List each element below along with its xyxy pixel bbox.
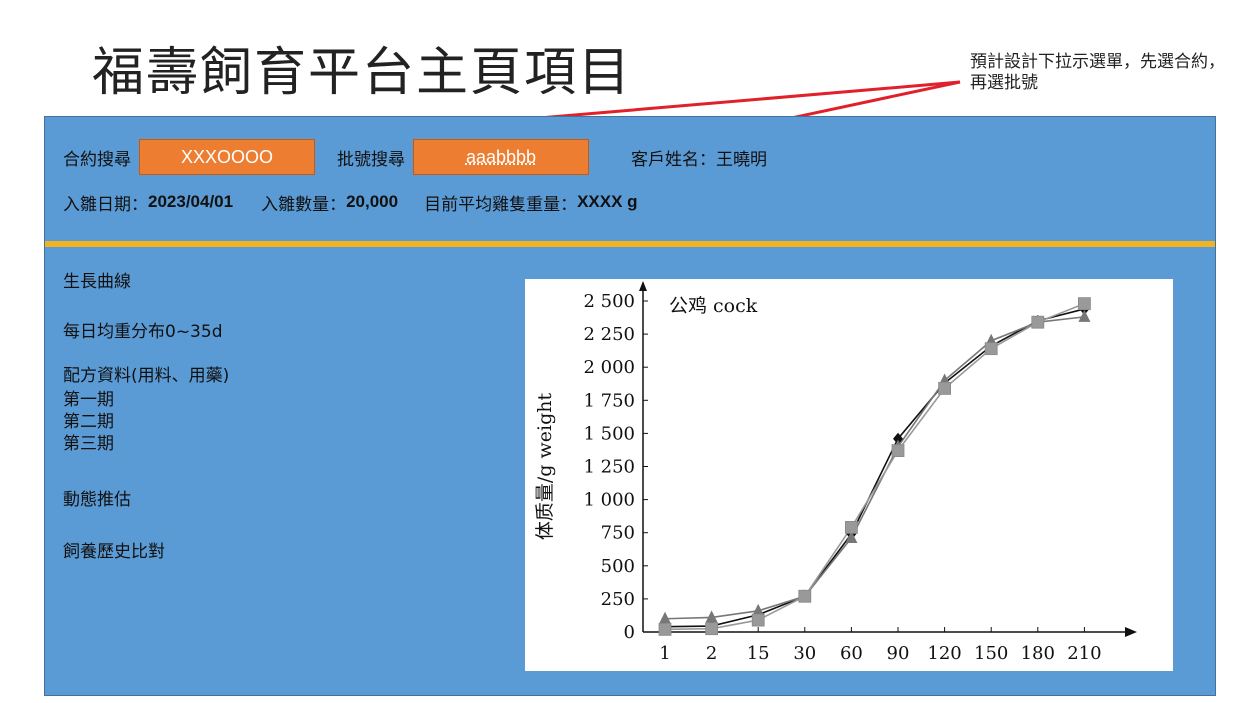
y-tick-label: 1 000 [583, 490, 635, 511]
menu-daily-weight[interactable]: 每日均重分布0~35d [63, 322, 223, 342]
menu-formula[interactable]: 配方資料(用料、用藥) [63, 366, 230, 386]
entry-count-label: 入雛數量： [261, 194, 347, 215]
x-tick-label: 15 [747, 643, 770, 664]
data-point-diamond [893, 432, 903, 445]
y-tick-label: 500 [601, 556, 635, 577]
entry-date-value: 2023/04/01 [148, 192, 234, 211]
contract-search-label: 合約搜尋 [63, 149, 131, 170]
menu-growth-curve[interactable]: 生長曲線 [63, 272, 131, 292]
data-point-square [705, 622, 719, 636]
menu-phase-3[interactable]: 第三期 [63, 434, 114, 454]
menu-phase-2[interactable]: 第二期 [63, 412, 114, 432]
data-point-triangle [845, 530, 858, 543]
customer-name-label: 客戶姓名： [631, 149, 716, 170]
x-tick-label: 150 [974, 643, 1008, 664]
x-tick-label: 2 [706, 643, 717, 664]
y-tick-label: 750 [601, 523, 635, 544]
y-tick-label: 1 500 [583, 423, 635, 444]
data-point-triangle [659, 611, 671, 624]
search-row: 合約搜尋 XXXOOOO 批號搜尋 aaabbbb 客戶姓名： 王曉明 [63, 139, 767, 175]
data-point-square [798, 589, 812, 603]
x-tick-label: 1 [659, 643, 670, 664]
feature-menu: 生長曲線 每日均重分布0~35d 配方資料(用料、用藥) 第一期 第二期 第三期… [63, 267, 230, 562]
x-tick-label: 30 [793, 643, 816, 664]
data-point-square [891, 444, 905, 458]
series-line [664, 316, 1085, 620]
contract-search-dropdown[interactable]: XXXOOOO [139, 139, 315, 175]
menu-history-compare[interactable]: 飼養歷史比對 [63, 542, 165, 562]
batch-search-dropdown[interactable]: aaabbbb [413, 139, 589, 175]
y-axis-label: 体质量/g weight [534, 393, 556, 541]
y-tick-label: 1 750 [583, 390, 635, 411]
data-point-triangle [1078, 309, 1091, 322]
growth-chart-svg: 0 250 500 750 1 000 1 250 1 500 1 750 2 000 2 250… [534, 281, 1137, 664]
data-point-square [658, 622, 672, 636]
y-tick-label: 2 250 [583, 324, 635, 345]
data-point-square [984, 342, 998, 356]
batch-search-label: 批號搜尋 [337, 149, 405, 170]
x-tick-label: 90 [887, 643, 910, 664]
page-title: 福壽飼育平台主頁項目 [92, 43, 633, 103]
y-tick-label: 2 500 [583, 291, 635, 312]
data-point-triangle [752, 603, 765, 616]
x-tick-label: 210 [1067, 643, 1101, 664]
data-point-square [938, 381, 952, 395]
series-line [664, 302, 1085, 631]
menu-phase-1[interactable]: 第一期 [63, 390, 114, 410]
data-point-square [1031, 315, 1045, 329]
data-point-square [844, 521, 858, 534]
batch-info-row: 入雛日期： 2023/04/01 入雛數量： 20,000 目前平均雞隻重量： … [63, 189, 638, 215]
avg-weight-label: 目前平均雞隻重量： [424, 194, 578, 215]
design-note: 預計設計下拉示選單，先選合約，再選批號 [970, 52, 1225, 93]
data-point-triangle [705, 610, 718, 623]
y-tick-label: 2 000 [583, 357, 635, 378]
y-tick-label: 0 [624, 622, 635, 643]
y-axis-arrow [639, 281, 647, 291]
y-tick-label: 1 250 [583, 457, 635, 478]
data-point-square [1078, 297, 1091, 311]
avg-weight-value: XXXX g [577, 192, 638, 211]
section-divider [45, 241, 1215, 247]
x-tick-label: 120 [927, 643, 961, 664]
series-line [664, 308, 1085, 628]
customer-name-value: 王曉明 [716, 149, 767, 170]
x-tick-label: 60 [840, 643, 863, 664]
entry-date-label: 入雛日期： [63, 194, 148, 215]
menu-dynamic-estimate[interactable]: 動態推估 [63, 490, 131, 510]
chart-annotation: 公鸡 cock [669, 295, 758, 317]
main-panel: 合約搜尋 XXXOOOO 批號搜尋 aaabbbb 客戶姓名： 王曉明 入雛日期… [44, 116, 1216, 696]
entry-count-value: 20,000 [346, 192, 399, 211]
x-axis-arrow [1125, 627, 1137, 637]
data-point-square [751, 613, 765, 627]
y-tick-label: 250 [601, 589, 635, 610]
growth-chart: 0 250 500 750 1 000 1 250 1 500 1 750 2 000 2 250… [525, 279, 1173, 671]
x-tick-label: 180 [1021, 643, 1055, 664]
